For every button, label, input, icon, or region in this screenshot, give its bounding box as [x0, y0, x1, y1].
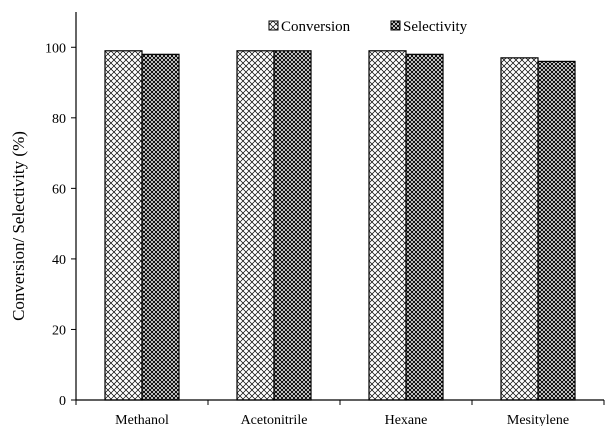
- y-tick-label: 40: [52, 253, 66, 268]
- legend-label-selectivity: Selectivity: [403, 19, 468, 35]
- bar-conversion-acetonitrile: [236, 50, 275, 401]
- bars-layer: [104, 50, 576, 401]
- x-tick-label: Acetonitrile: [241, 413, 308, 426]
- y-tick-label: 80: [52, 112, 66, 127]
- axes-layer: Methanol Acetonitrile Hexane Mesitylene 0 20 4…: [45, 12, 605, 426]
- bar-selectivity-acetonitrile: [273, 50, 312, 401]
- y-tick-label: 60: [52, 182, 66, 197]
- x-tick-label: Methanol: [115, 413, 169, 426]
- bar-conversion-hexane: [368, 50, 407, 401]
- y-tick-label: 100: [45, 41, 66, 56]
- y-tick-label: 0: [59, 394, 66, 409]
- legend-swatch-conversion: [268, 20, 279, 31]
- x-tick-label: Hexane: [385, 413, 428, 426]
- y-axis-label: Conversion/ Selectivity (%): [9, 131, 28, 321]
- legend: Conversion Selectivity: [268, 19, 468, 35]
- bar-selectivity-hexane: [405, 53, 444, 401]
- legend-label-conversion: Conversion: [281, 19, 351, 35]
- legend-swatch-selectivity: [390, 20, 401, 31]
- bar-conversion-mesitylene: [500, 57, 539, 401]
- bar-selectivity-methanol: [141, 53, 180, 401]
- y-tick-label: 20: [52, 323, 66, 338]
- bar-selectivity-mesitylene: [537, 60, 576, 401]
- bar-conversion-methanol: [104, 50, 143, 401]
- x-tick-label: Mesitylene: [507, 413, 569, 426]
